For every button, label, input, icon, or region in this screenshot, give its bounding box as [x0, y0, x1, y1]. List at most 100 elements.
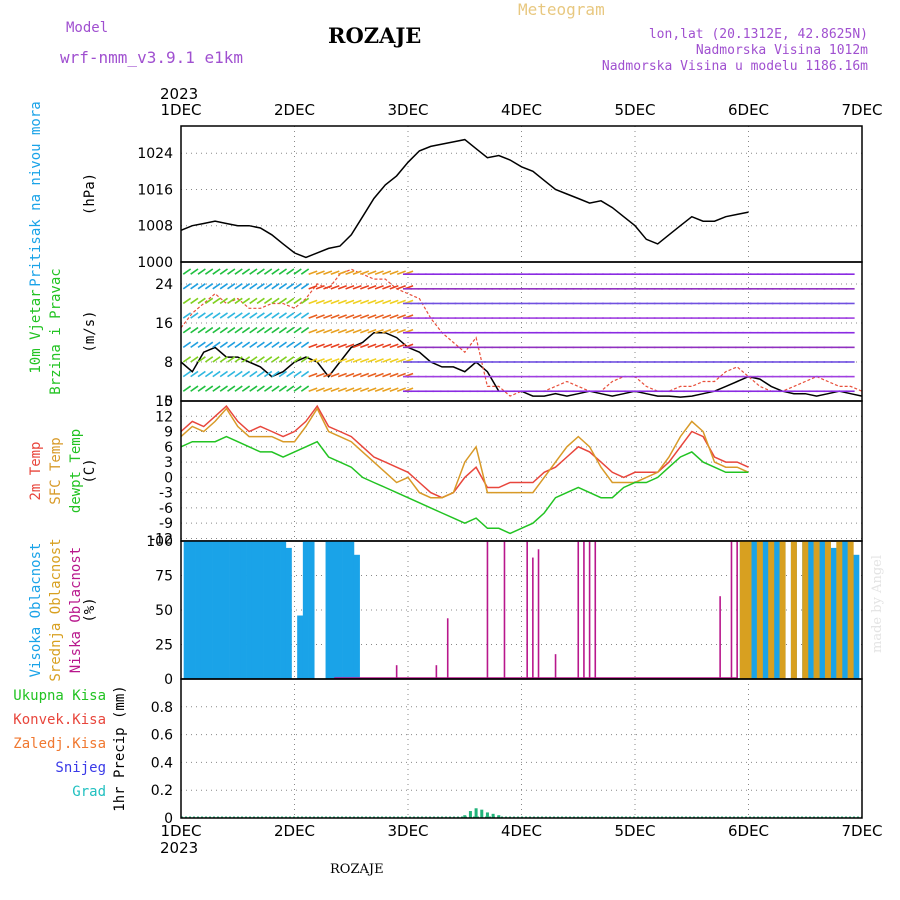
wind-arrow — [389, 358, 399, 363]
series-slp — [180, 138, 749, 259]
panel-axis-label: dewpt Temp — [68, 429, 84, 513]
wind-arrow — [330, 314, 340, 319]
wind-arrow — [315, 299, 325, 305]
wind-arrow — [256, 385, 265, 392]
y-tick-label: 6 — [164, 440, 173, 456]
mid-cloud-bar — [756, 541, 763, 679]
wind-arrow — [308, 270, 318, 275]
wind-arrow — [182, 385, 192, 392]
wind-arrow — [278, 341, 288, 349]
wind-arrow — [271, 370, 280, 378]
wind-arrow — [293, 356, 302, 363]
high-cloud-bar — [348, 541, 355, 679]
y-tick-label: 0 — [164, 672, 173, 688]
wind-arrow — [323, 372, 333, 378]
wind-arrow — [227, 283, 236, 290]
wind-arrow — [293, 297, 302, 305]
bottom-year-label: 2023 — [160, 839, 198, 857]
wind-arrow — [396, 358, 406, 363]
wind-arrow — [337, 270, 347, 275]
wind-arrow — [352, 314, 362, 319]
wind-arrow — [204, 356, 214, 363]
wind-arrow — [197, 283, 206, 290]
high-cloud-bar — [819, 541, 826, 679]
wind-arrow — [323, 387, 333, 392]
wind-arrow — [345, 314, 355, 319]
high-cloud-bar — [308, 541, 315, 679]
high-cloud-bar — [830, 547, 837, 679]
high-cloud-bar — [263, 541, 270, 679]
wind-arrow — [190, 341, 199, 349]
wind-arrow — [182, 356, 192, 363]
wind-arrow — [374, 372, 384, 378]
wind-arrow — [241, 312, 251, 319]
wind-arrow — [293, 268, 302, 275]
low-cloud-bar — [395, 665, 398, 679]
wind-arrow — [271, 385, 280, 392]
wind-arrow — [315, 314, 325, 319]
wind-arrow — [197, 326, 206, 334]
wind-arrow — [212, 370, 221, 378]
wind-arrow — [389, 270, 399, 275]
y-tick-label: 0.8 — [151, 700, 173, 716]
wind-arrow — [256, 356, 265, 363]
wind-arrow — [345, 372, 355, 378]
wind-arrow — [323, 314, 333, 319]
low-cloud-bar — [736, 541, 738, 679]
wind-arrow — [204, 297, 214, 305]
wind-arrow — [249, 326, 258, 334]
wind-arrow — [396, 299, 406, 305]
high-cloud-bar — [212, 541, 219, 679]
wind-arrow — [204, 370, 214, 378]
high-cloud-bar — [751, 541, 758, 679]
low-cloud-bar — [583, 541, 585, 679]
model-name: wrf-nmm_v3.9.1 e1km — [60, 48, 244, 67]
wind-arrow — [293, 283, 302, 290]
wind-arrow — [367, 372, 377, 378]
wind-arrow — [352, 299, 362, 305]
wind-arrow — [315, 284, 325, 290]
wind-arrow — [367, 299, 377, 305]
wind-arrow — [219, 326, 228, 334]
lonlat-label: lon,lat (20.1312E, 42.8625N) — [648, 27, 868, 42]
wind-arrow — [197, 356, 206, 363]
wind-arrow — [396, 270, 406, 275]
wind-arrow — [396, 328, 406, 334]
high-cloud-bar — [257, 541, 264, 679]
high-cloud-bar — [853, 554, 860, 679]
wind-arrow — [234, 326, 243, 334]
wind-arrow — [234, 385, 243, 392]
y-tick-label: 0 — [164, 394, 173, 410]
wind-arrow — [382, 358, 392, 363]
y-tick-label: 0.4 — [151, 755, 173, 771]
wind-arrow — [212, 297, 221, 305]
y-tick-label: 1000 — [137, 255, 173, 271]
high-cloud-bar — [331, 541, 338, 679]
top-time-tick-label: 4DEC — [501, 101, 542, 119]
y-tick-label: 0.2 — [151, 783, 173, 799]
wind-arrow — [278, 312, 288, 319]
panel-frame — [180, 678, 863, 819]
wind-arrow — [256, 283, 265, 290]
low-cloud-bar — [730, 541, 733, 679]
wind-arrow — [286, 385, 295, 392]
panel-axis-label: (hPa) — [82, 173, 98, 215]
wind-arrow — [323, 343, 333, 349]
wind-arrow — [389, 299, 399, 305]
panel-wind: 0 8 16 24 — [155, 261, 863, 410]
panel-axis-label: Visoka Oblacnost — [28, 543, 44, 678]
wind-arrow — [367, 343, 377, 349]
wind-arrow — [234, 341, 243, 349]
high-cloud-bar — [183, 541, 190, 679]
y-tick-label: 100 — [146, 534, 173, 550]
panel-axis-label: 1hr Precip (mm) — [112, 685, 128, 811]
wind-arrow — [382, 343, 392, 349]
top-time-tick-label: 3DEC — [387, 101, 428, 119]
panel-precip: 0 0.2 0.4 0.6 0.8 — [151, 678, 863, 827]
wind-arrow — [308, 387, 318, 392]
low-cloud-bar — [435, 665, 438, 679]
wind-arrow — [197, 385, 206, 392]
high-cloud-bar — [240, 541, 247, 679]
wind-arrow — [330, 328, 340, 334]
y-tick-label: -6 — [159, 501, 173, 517]
